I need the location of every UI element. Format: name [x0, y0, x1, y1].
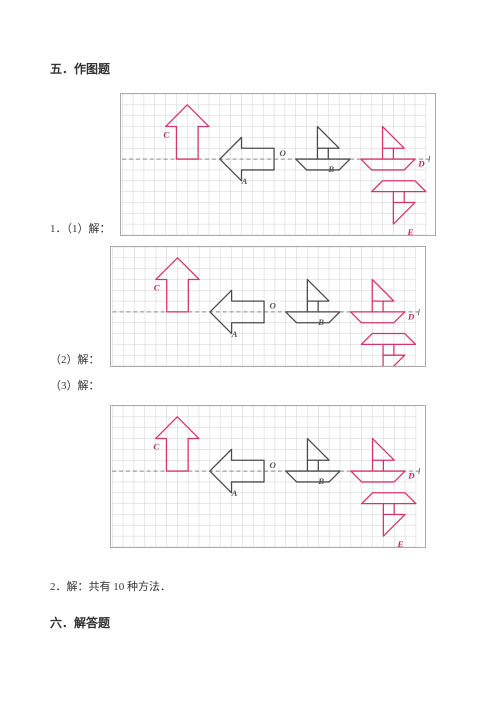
svg-text:C: C [163, 129, 169, 139]
question-1-2: （2）解： l C A O B D [50, 246, 450, 367]
q2-answer: 2．解：共有 10 种方法． [50, 578, 450, 594]
q1-1-label: 1．（1）解： [50, 220, 120, 236]
svg-text:l: l [418, 466, 421, 476]
grid-figure-3: l C A O B D E [110, 405, 426, 548]
svg-text:O: O [279, 148, 286, 158]
svg-text:A: A [241, 176, 248, 186]
svg-text:B: B [317, 476, 324, 486]
section5-heading: 五．作图题 [50, 60, 450, 77]
svg-text:D: D [407, 311, 415, 321]
question-1-1: 1．（1）解： l C A O B D E [50, 93, 450, 236]
svg-text:D: D [417, 159, 425, 169]
svg-text:A: A [231, 329, 238, 339]
question-1-3: l C A O B D E [50, 405, 450, 548]
svg-text:A: A [231, 488, 238, 498]
section6-heading: 六．解答题 [50, 614, 450, 631]
svg-text:l: l [417, 307, 420, 317]
grid-figure-2: l C A O B D [110, 246, 426, 367]
svg-text:B: B [317, 317, 324, 327]
grid-figure-1: l C A O B D E [120, 93, 436, 236]
svg-text:O: O [269, 301, 276, 311]
svg-text:E: E [396, 539, 403, 548]
svg-text:E: E [406, 227, 413, 236]
q1-3-label: （3）解： [50, 377, 450, 393]
svg-text:l: l [428, 154, 431, 164]
svg-text:D: D [407, 471, 415, 481]
svg-text:B: B [327, 164, 334, 174]
svg-text:O: O [269, 460, 276, 470]
svg-text:C: C [154, 282, 160, 292]
q1-2-label: （2）解： [50, 351, 110, 367]
svg-text:C: C [153, 441, 159, 451]
